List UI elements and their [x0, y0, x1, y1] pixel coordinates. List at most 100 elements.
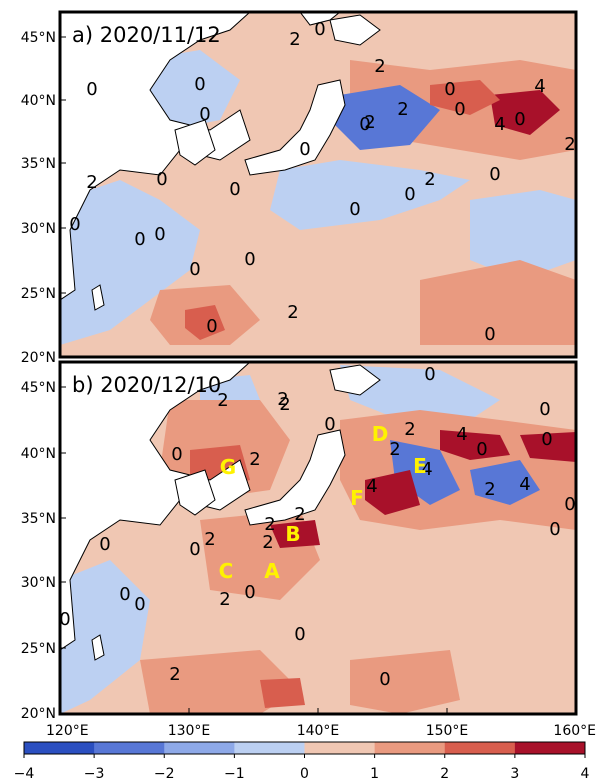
lat-tick-label: 25°N [21, 641, 56, 657]
panel-a-land-taiwan [91, 284, 105, 311]
point-label-b: B [285, 522, 300, 546]
panel-a-strong-positive-region [430, 80, 500, 115]
lat-tick-label: 45°N [21, 380, 56, 396]
panel-b-strong-positive-region [520, 432, 576, 462]
contour-label: 0 [134, 229, 145, 250]
colorbar [23, 741, 586, 755]
contour-label: 0 [99, 534, 110, 555]
contour-label: 2 [169, 664, 180, 685]
contour-label: 4 [456, 424, 467, 445]
panel-a-negative-region [470, 190, 576, 280]
panel-a-land-korea [174, 119, 216, 166]
panel-a-positive-region [420, 260, 576, 345]
panel-b-positive-region [350, 650, 460, 714]
contour-label: 0 [549, 519, 560, 540]
colorbar-segment [164, 742, 235, 754]
contour-label: 2 [374, 56, 385, 77]
lat-tick-label: 45°N [21, 30, 56, 46]
colorbar-tick-label: −3 [84, 766, 105, 782]
contour-label: 0 [299, 139, 310, 160]
contour-label: 0 [564, 494, 575, 515]
contour-label: 2 [264, 514, 275, 535]
panel-b-title: b) 2020/12/10 [72, 373, 221, 397]
panel-b-map [60, 362, 576, 714]
contour-label: 2 [484, 479, 495, 500]
contour-label: 0 [59, 609, 70, 630]
colorbar-segment [444, 742, 516, 754]
point-label-c: C [219, 559, 234, 583]
contour-label: 0 [189, 259, 200, 280]
contour-label: 4 [366, 476, 377, 497]
contour-label: 2 [564, 134, 575, 155]
lon-tick-label: 130°E [168, 723, 211, 739]
colorbar-tick-label: −2 [154, 766, 175, 782]
contour-label: 2 [249, 449, 260, 470]
contour-label: 0 [489, 164, 500, 185]
lon-tick-label: 140°E [297, 723, 340, 739]
point-label-f: F [350, 486, 364, 510]
contour-label: 0 [171, 444, 182, 465]
panel-a-negative-region [270, 160, 470, 230]
lon-tick-label: 150°E [426, 723, 469, 739]
panel-b-land-hokkaido [329, 364, 381, 396]
contour-label: 0 [359, 114, 370, 135]
panel-a-map [60, 12, 576, 357]
panel-a-strong-positive-region [185, 305, 225, 340]
lat-tick-label: 25°N [21, 286, 56, 302]
colorbar-tick-label: 3 [510, 766, 519, 782]
longitude-tick-labels: 120°E 130°E 140°E 150°E 160°E [46, 708, 596, 739]
panel-b-point-labels: AB C DE F G [219, 422, 427, 583]
colorbar-tick-label: 0 [300, 766, 309, 782]
lat-tick-label: 40°N [21, 93, 56, 109]
lat-tick-label: 20°N [21, 706, 56, 722]
contour-label: 0 [69, 214, 80, 235]
contour-label: 0 [154, 224, 165, 245]
contour-label: 0 [199, 104, 210, 125]
contour-label: 2 [219, 589, 230, 610]
contour-label: 2 [404, 419, 415, 440]
point-label-a: A [264, 559, 280, 583]
contour-label: 0 [424, 364, 435, 385]
contour-label: 0 [454, 99, 465, 120]
colorbar-tick-labels: −4 −3 −2 −1 0 1 2 3 4 [14, 754, 590, 782]
contour-label: 0 [349, 199, 360, 220]
contour-label: 0 [444, 79, 455, 100]
contour-label: 4 [534, 76, 545, 97]
panel-b-strong-positive-region [260, 678, 305, 708]
lon-tick-label: 120°E [46, 723, 89, 739]
colorbar-segment [94, 742, 165, 754]
contour-label: 2 [262, 532, 273, 553]
lon-tick-label: 160°E [553, 723, 596, 739]
contour-label: 0 [229, 179, 240, 200]
colorbar-tick-label: −4 [14, 766, 35, 782]
panel-a-land-japan [244, 79, 346, 176]
contour-label: 0 [244, 249, 255, 270]
lat-tick-label: 35°N [21, 156, 56, 172]
colorbar-segment [514, 742, 586, 754]
contour-label: 2 [294, 504, 305, 525]
contour-label: 0 [86, 79, 97, 100]
panel-b-strong-positive-region [440, 430, 510, 460]
contour-label: 0 [294, 624, 305, 645]
panel-b-land-japan [244, 429, 346, 526]
point-label-d: D [372, 422, 389, 446]
contour-label: 4 [494, 114, 505, 135]
contour-label: 0 [244, 582, 255, 603]
colorbar-tick-label: 2 [440, 766, 449, 782]
contour-label: 0 [119, 584, 130, 605]
point-label-e: E [413, 454, 427, 478]
contour-label: 2 [217, 390, 228, 411]
colorbar-segment [24, 742, 95, 754]
panel-b-negative-region [60, 560, 150, 714]
panel-a-negative-region [140, 50, 240, 130]
contour-label: 0 [314, 19, 325, 40]
panel-b-land-asia [60, 362, 251, 651]
panel-a-strong-positive-region [490, 90, 560, 135]
contour-label: 2 [279, 394, 290, 415]
latitude-tick-labels: 45°N 40°N 35°N 30°N 25°N 20°N 45°N 40°N 35°N 30°N… [21, 30, 66, 722]
panel-b-strong-positive-region [365, 470, 420, 515]
contour-label: 2 [204, 529, 215, 550]
panel-a-land-asia [60, 12, 251, 301]
